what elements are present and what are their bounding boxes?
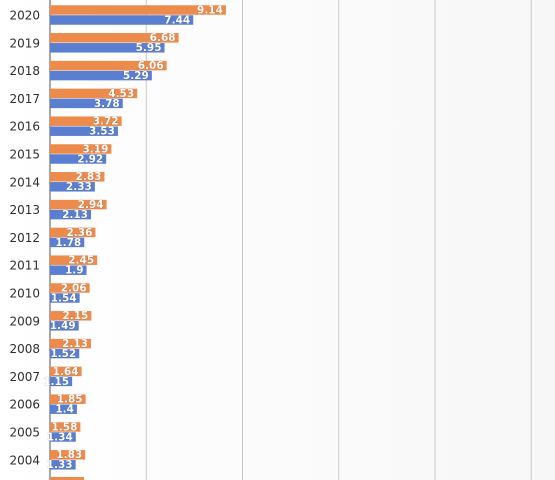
data-label-orange-2019: 6.68 [150, 32, 176, 44]
bar-orange-2010 [50, 283, 90, 293]
data-label-blue-2020: 7.44 [164, 14, 190, 26]
bar-blue-2007 [50, 376, 73, 387]
data-label-blue-2007: 1.15 [43, 376, 69, 388]
data-label-orange-2012: 2.36 [67, 227, 93, 239]
bar-blue-2013 [50, 209, 92, 220]
data-label-orange-2004: 1.83 [56, 449, 82, 461]
data-label-orange-2005: 1.58 [51, 421, 77, 433]
data-label-orange-2011: 2.45 [68, 255, 94, 267]
data-label-blue-2012: 1.78 [55, 237, 81, 249]
bar-orange-2015 [50, 144, 112, 154]
data-label-orange-2014: 2.83 [76, 171, 102, 183]
year-label-2019: 2019 [9, 36, 40, 50]
year-label-2014: 2014 [9, 175, 40, 189]
data-label-orange-2008: 2.13 [62, 338, 88, 350]
bar-orange-2008 [50, 338, 92, 349]
data-label-blue-2006: 1.4 [55, 404, 74, 416]
bar-orange-partial [50, 477, 84, 480]
bar-orange-2019 [50, 33, 179, 43]
bar-blue-2014 [50, 182, 95, 192]
data-label-blue-2014: 2.33 [66, 181, 92, 193]
data-label-orange-2016: 3.72 [93, 116, 119, 128]
bar-orange-2009 [50, 311, 92, 321]
data-label-blue-2017: 3.78 [94, 98, 120, 110]
year-label-2017: 2017 [9, 92, 40, 106]
year-label-2009: 2009 [9, 314, 40, 328]
year-label-2020: 2020 [9, 9, 40, 23]
data-label-blue-2016: 3.53 [89, 126, 115, 138]
data-label-orange-2015: 3.19 [82, 143, 108, 155]
data-label-blue-2018: 5.29 [123, 70, 149, 82]
bar-blue-2018 [50, 70, 152, 81]
data-label-orange-2007: 1.64 [53, 366, 79, 378]
data-label-orange-2018: 6.06 [138, 60, 164, 72]
data-label-orange-2006: 1.85 [57, 394, 83, 406]
data-label-blue-2010: 1.54 [51, 292, 77, 304]
year-label-2012: 2012 [9, 231, 40, 245]
bar-blue-2016 [50, 126, 118, 136]
bar-blue-2009 [50, 321, 79, 331]
year-label-2016: 2016 [9, 120, 40, 134]
year-label-2006: 2006 [9, 398, 40, 412]
bar-orange-2014 [50, 172, 105, 182]
year-label-2004: 2004 [9, 453, 40, 467]
bar-blue-2020 [50, 15, 194, 25]
year-label-2010: 2010 [9, 287, 40, 301]
data-label-blue-2011: 1.9 [65, 265, 84, 277]
data-label-blue-2008: 1.52 [50, 348, 76, 360]
year-label-2015: 2015 [9, 148, 40, 162]
data-label-blue-2009: 1.49 [50, 320, 76, 332]
bar-orange-2017 [50, 88, 138, 99]
year-label-2011: 2011 [9, 259, 40, 273]
bar-orange-2007 [50, 366, 82, 377]
data-label-orange-2010: 2.06 [61, 282, 87, 294]
bar-blue-2011 [50, 265, 87, 275]
bar-blue-2010 [50, 293, 80, 303]
year-label-2005: 2005 [9, 426, 40, 440]
year-label-2018: 2018 [9, 64, 40, 78]
bar-blue-2006 [50, 404, 77, 414]
bar-blue-2017 [50, 98, 123, 109]
bar-orange-2005 [50, 422, 81, 432]
data-label-orange-2013: 2.94 [78, 199, 104, 211]
bar-orange-2013 [50, 199, 107, 210]
data-label-blue-2005: 1.34 [47, 431, 73, 443]
bar-blue-2015 [50, 154, 107, 164]
data-label-blue-2013: 2.13 [62, 209, 88, 221]
year-label-2013: 2013 [9, 203, 40, 217]
bar-blue-2012 [50, 237, 85, 248]
bar-orange-2004 [50, 450, 86, 460]
bar-blue-2008 [50, 348, 80, 359]
bar-blue-2004 [50, 460, 76, 470]
data-label-orange-2020: 9.14 [197, 4, 223, 16]
bar-blue-2005 [50, 432, 76, 442]
bar-orange-2006 [50, 394, 86, 404]
data-label-blue-2004: 1.33 [47, 459, 73, 471]
bar-orange-2020 [50, 5, 226, 15]
data-label-orange-2009: 2.15 [62, 310, 88, 322]
bar-orange-2011 [50, 255, 98, 265]
year-label-2007: 2007 [9, 370, 40, 384]
year-label-2008: 2008 [9, 342, 40, 356]
data-label-orange-2017: 4.53 [108, 88, 134, 100]
data-label-blue-2019: 5.95 [136, 42, 162, 54]
bar-blue-2019 [50, 43, 165, 53]
bar-orange-2016 [50, 116, 122, 126]
data-label-blue-2015: 2.92 [77, 153, 103, 165]
bar-orange-2018 [50, 60, 167, 71]
bar-orange-2012 [50, 227, 96, 238]
